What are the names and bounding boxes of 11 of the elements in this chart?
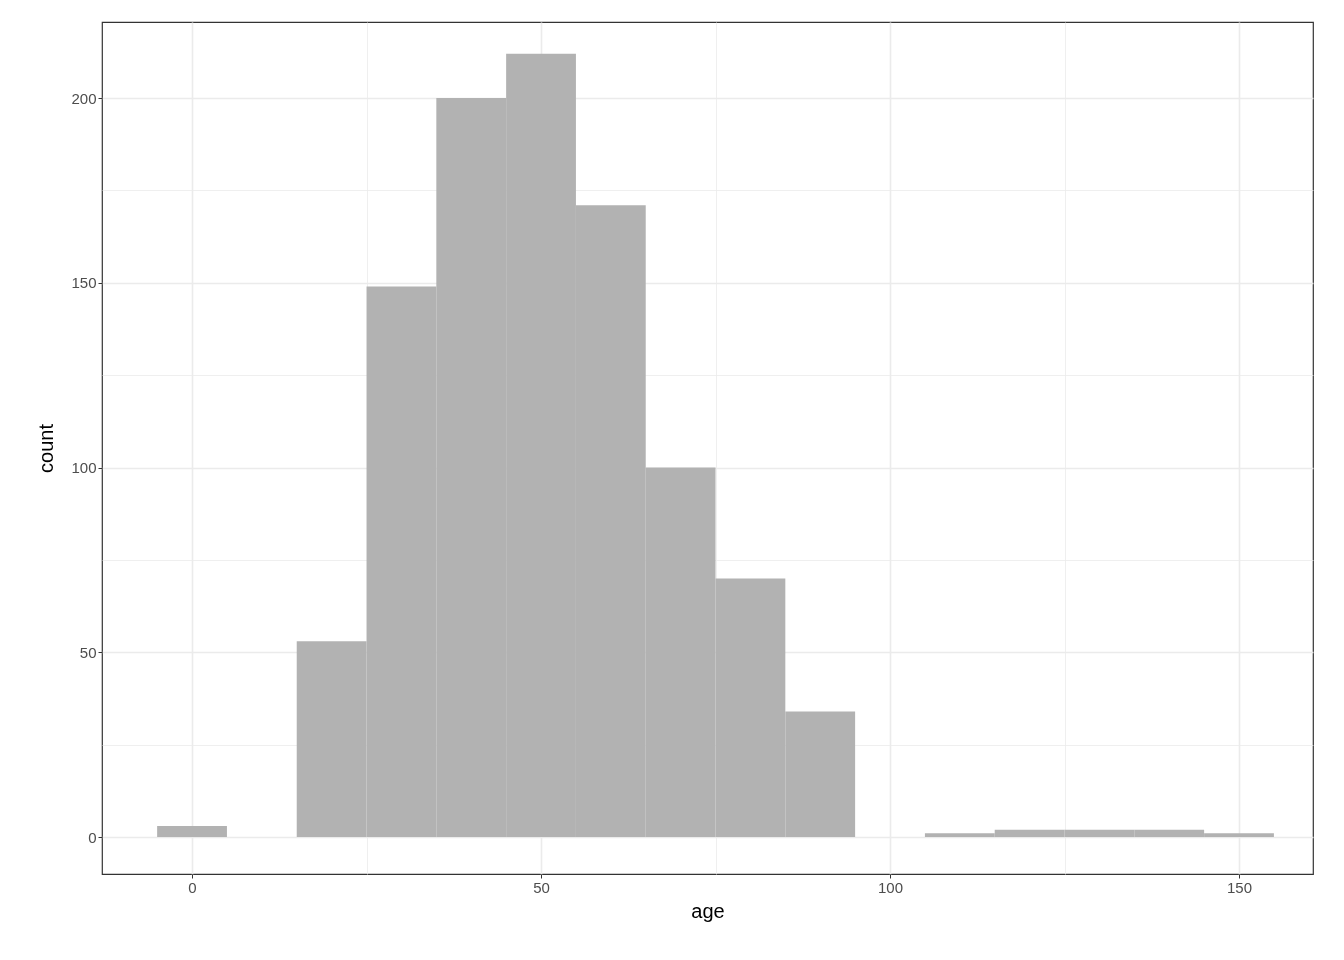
x-tick-label: 150 bbox=[1227, 878, 1253, 896]
x-tick-label: 50 bbox=[533, 878, 550, 896]
y-tick-label: 150 bbox=[71, 274, 97, 292]
y-tick-label: 50 bbox=[79, 643, 97, 661]
x-axis-title: age bbox=[691, 899, 725, 922]
x-tick-label: 0 bbox=[188, 878, 197, 896]
y-tick-label: 0 bbox=[88, 828, 97, 846]
y-tick-label: 200 bbox=[71, 89, 97, 107]
y-tick-label: 100 bbox=[71, 459, 97, 477]
x-tick-label: 100 bbox=[878, 878, 904, 896]
y-axis-title: count bbox=[35, 423, 58, 473]
